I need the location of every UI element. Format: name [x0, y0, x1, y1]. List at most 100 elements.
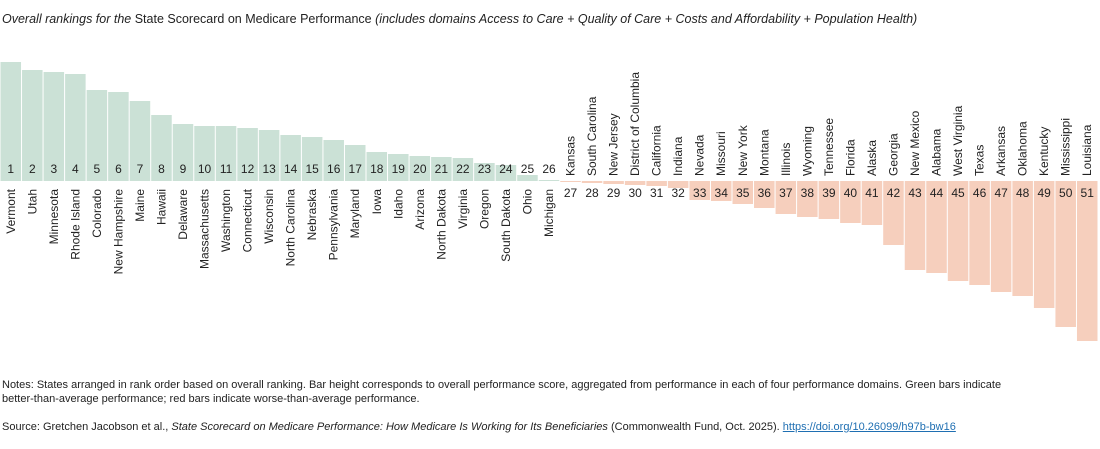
rank-label: 51: [1081, 186, 1095, 200]
rank-label: 3: [50, 162, 57, 176]
bar: [280, 135, 301, 181]
bar: [560, 181, 581, 182]
category-label: Maine: [133, 189, 147, 222]
bar: [883, 181, 904, 245]
category-label: Nevada: [693, 134, 707, 176]
category-label: Hawaii: [154, 189, 168, 225]
rank-label: 9: [180, 162, 187, 176]
bar: [344, 145, 366, 181]
bar: [194, 126, 215, 181]
bar: [22, 70, 43, 181]
rank-label: 24: [499, 162, 513, 176]
rank-label: 44: [930, 186, 944, 200]
rank-label: 48: [1016, 186, 1030, 200]
source-prefix: Source: Gretchen Jacobson et al.,: [2, 421, 169, 433]
bar: [646, 181, 667, 186]
category-label: Michigan: [542, 189, 556, 237]
rank-label: 8: [158, 162, 165, 176]
bar: [517, 175, 538, 181]
source-title: State Scorecard on Medicare Performance:…: [171, 421, 608, 433]
notes: Notes: States arranged in rank order bas…: [2, 379, 1002, 405]
rank-label: 2: [29, 162, 36, 176]
rank-label: 26: [542, 162, 556, 176]
rank-label: 23: [478, 162, 492, 176]
bar: [431, 157, 452, 181]
bar: [474, 163, 495, 181]
category-label: Alaska: [865, 140, 879, 176]
chart: 1 Vermont 2 Utah 3 Minnesota 4 Rhode Island 5 Col…: [0, 62, 1098, 341]
source: Source: Gretchen Jacobson et al., State …: [2, 421, 956, 433]
bar: [323, 140, 344, 181]
bar: [990, 181, 1012, 292]
rank-label: 39: [822, 186, 836, 200]
source-link[interactable]: https://doi.org/10.26099/h97b-bw16: [782, 421, 956, 433]
bar: [258, 130, 280, 181]
category-label: Montana: [757, 129, 771, 176]
bar: [86, 90, 108, 181]
category-label: Georgia: [886, 133, 900, 176]
category-label: North Dakota: [434, 189, 448, 260]
bar: [775, 181, 797, 214]
rank-label: 12: [241, 162, 255, 176]
rank-label: 15: [305, 162, 319, 176]
bar: [172, 124, 194, 181]
bar: [624, 181, 646, 185]
category-label: Nebraska: [305, 189, 319, 241]
category-label: Colorado: [90, 189, 104, 238]
category-label: North Carolina: [284, 189, 298, 267]
bar: [969, 181, 990, 285]
title-part: State Scorecard on Medicare Performance: [134, 12, 372, 26]
bar: [108, 92, 129, 181]
rank-label: 30: [628, 186, 642, 200]
category-label: Maryland: [348, 189, 362, 238]
bar: [904, 181, 926, 270]
category-label: Pennsylvania: [327, 189, 341, 261]
bar: [409, 156, 431, 181]
rank-label: 21: [435, 162, 449, 176]
rank-label: 35: [736, 186, 750, 200]
category-label: Illinois: [779, 143, 793, 176]
category-label: California: [650, 125, 664, 176]
rank-label: 28: [585, 186, 599, 200]
category-label: Kentucky: [1037, 127, 1051, 176]
category-label: Indiana: [671, 136, 685, 176]
rank-label: 13: [262, 162, 276, 176]
category-label: New Hampshire: [111, 189, 125, 275]
bar: [689, 181, 710, 200]
title-part: Overall rankings for the: [2, 12, 132, 26]
bar: [301, 137, 323, 181]
bar: [1033, 181, 1055, 308]
rank-label: 1: [7, 162, 14, 176]
category-label: Vermont: [4, 188, 18, 233]
rank-label: 22: [456, 162, 470, 176]
rank-label: 41: [865, 186, 879, 200]
bar: [65, 74, 86, 181]
category-label: Arizona: [413, 189, 427, 230]
category-label: Wisconsin: [262, 189, 276, 244]
bar: [840, 181, 861, 223]
category-label: South Carolina: [585, 96, 599, 176]
category-label: Rhode Island: [68, 189, 82, 260]
title-part: (includes domains Access to Care + Quali…: [375, 12, 918, 26]
rank-label: 42: [887, 186, 901, 200]
category-label: Connecticut: [241, 188, 255, 252]
category-label: Iowa: [370, 189, 384, 215]
rank-label: 6: [115, 162, 122, 176]
category-label: Virginia: [456, 189, 470, 229]
rank-label: 34: [715, 186, 729, 200]
rank-label: 50: [1059, 186, 1073, 200]
category-label: Minnesota: [47, 189, 61, 245]
bar: [1055, 181, 1076, 327]
rank-label: 25: [521, 162, 535, 176]
category-label: Delaware: [176, 189, 190, 240]
rank-label: 37: [779, 186, 793, 200]
rank-label: 27: [564, 186, 578, 200]
bar: [861, 181, 883, 225]
category-label: Kansas: [564, 136, 578, 176]
rank-label: 19: [392, 162, 406, 176]
rank-label: 38: [801, 186, 815, 200]
bar: [754, 181, 775, 208]
rank-label: 7: [137, 162, 144, 176]
rank-label: 36: [758, 186, 772, 200]
